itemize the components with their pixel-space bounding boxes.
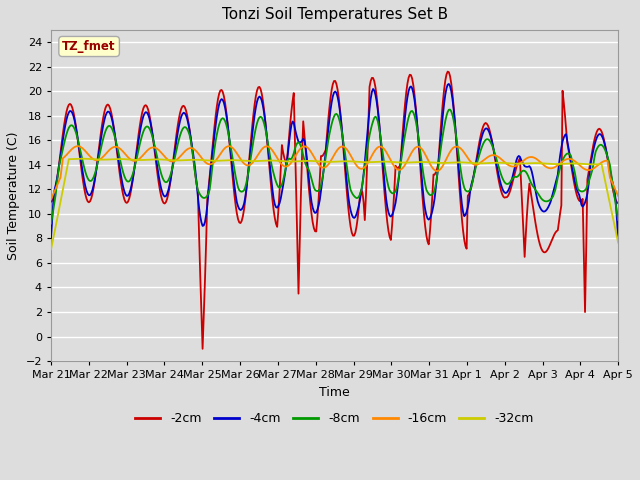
-16cm	[465, 157, 473, 163]
-2cm	[365, 84, 373, 90]
-8cm	[47, 221, 55, 227]
-2cm	[225, 131, 232, 137]
Legend: -2cm, -4cm, -8cm, -16cm, -32cm: -2cm, -4cm, -8cm, -16cm, -32cm	[131, 407, 539, 430]
-2cm	[47, 199, 55, 204]
-8cm	[446, 107, 454, 112]
-4cm	[365, 120, 372, 125]
Line: -8cm: -8cm	[51, 109, 618, 224]
Y-axis label: Soil Temperature (C): Soil Temperature (C)	[7, 132, 20, 260]
Line: -2cm: -2cm	[51, 72, 618, 349]
Line: -4cm: -4cm	[51, 84, 618, 239]
-4cm	[563, 138, 571, 144]
-4cm	[47, 235, 55, 241]
-4cm	[614, 236, 622, 241]
-8cm	[614, 217, 622, 223]
-4cm	[392, 200, 399, 205]
-8cm	[563, 151, 571, 156]
-16cm	[287, 159, 295, 165]
-32cm	[563, 161, 571, 167]
-32cm	[393, 159, 401, 165]
-16cm	[365, 157, 373, 163]
-2cm	[393, 165, 401, 171]
-32cm	[225, 157, 232, 163]
-4cm	[223, 120, 231, 126]
-8cm	[465, 188, 473, 194]
-16cm	[393, 166, 401, 172]
-32cm	[287, 158, 295, 164]
X-axis label: Time: Time	[319, 385, 350, 398]
-32cm	[47, 247, 55, 252]
Line: -32cm: -32cm	[51, 159, 618, 250]
-32cm	[614, 240, 622, 246]
-16cm	[47, 196, 55, 202]
-2cm	[564, 146, 572, 152]
-4cm	[465, 198, 473, 204]
-16cm	[563, 156, 571, 162]
-8cm	[392, 188, 399, 194]
-8cm	[223, 126, 231, 132]
-4cm	[286, 130, 294, 136]
-16cm	[614, 193, 622, 199]
-32cm	[78, 156, 86, 162]
Line: -16cm: -16cm	[51, 146, 618, 199]
-16cm	[223, 144, 231, 149]
-2cm	[287, 108, 295, 114]
Text: TZ_fmet: TZ_fmet	[62, 40, 116, 53]
-2cm	[467, 188, 474, 194]
-8cm	[286, 156, 294, 162]
Title: Tonzi Soil Temperatures Set B: Tonzi Soil Temperatures Set B	[221, 7, 447, 22]
-32cm	[365, 159, 373, 165]
-2cm	[199, 346, 207, 352]
-32cm	[465, 160, 473, 166]
-16cm	[225, 144, 232, 149]
-2cm	[614, 200, 622, 206]
-2cm	[444, 69, 451, 74]
-4cm	[445, 81, 452, 87]
-8cm	[365, 139, 372, 145]
